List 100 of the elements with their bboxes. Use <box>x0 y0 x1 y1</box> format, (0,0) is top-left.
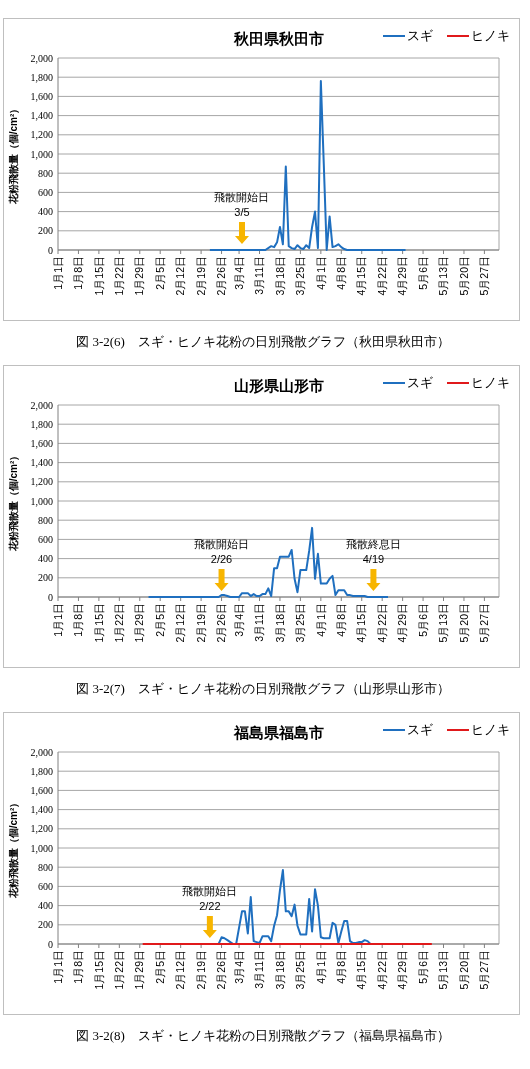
x-tick-label: 1月1日 <box>51 603 64 637</box>
y-tick-label: 1,400 <box>30 110 53 122</box>
y-tick-label: 1,400 <box>30 804 53 816</box>
y-tick-label: 1,600 <box>30 437 53 449</box>
y-tick-label: 200 <box>38 225 53 237</box>
legend-label: ヒノキ <box>471 29 510 44</box>
y-tick-label: 800 <box>38 861 53 873</box>
x-tick-label: 4月8日 <box>334 256 347 290</box>
x-tick-label: 2月26日 <box>215 603 228 643</box>
y-tick-label: 1,400 <box>30 457 53 469</box>
x-tick-label: 4月1日 <box>314 950 327 984</box>
x-tick-label: 4月15日 <box>355 603 368 643</box>
x-tick-label: 5月27日 <box>478 256 491 296</box>
x-tick-label: 4月29日 <box>396 603 409 643</box>
x-tick-label: 4月22日 <box>375 950 388 990</box>
x-tick-label: 5月20日 <box>457 603 470 643</box>
y-tick-label: 2,000 <box>30 746 53 758</box>
x-tick-label: 5月20日 <box>457 256 470 296</box>
x-tick-label: 5月13日 <box>437 603 450 643</box>
caption: 図 3-2(7) スギ・ヒノキ花粉の日別飛散グラフ（山形県山形市） <box>76 681 450 696</box>
x-tick-label: 1月22日 <box>113 950 126 990</box>
x-tick-label: 1月15日 <box>92 950 105 990</box>
y-tick-label: 1,800 <box>30 71 53 83</box>
y-tick-label: 600 <box>38 186 53 198</box>
x-tick-label: 2月19日 <box>194 950 207 990</box>
x-tick-label: 1月29日 <box>133 256 146 296</box>
y-tick-label: 800 <box>38 167 53 179</box>
y-tick-label: 800 <box>38 514 53 526</box>
y-tick-label: 1,000 <box>30 495 53 507</box>
x-tick-label: 3月4日 <box>232 256 245 290</box>
x-tick-label: 1月15日 <box>92 603 105 643</box>
x-tick-label: 4月29日 <box>396 256 409 296</box>
x-tick-label: 3月25日 <box>294 950 307 990</box>
x-tick-label: 1月8日 <box>72 256 85 290</box>
x-tick-label: 1月15日 <box>92 256 105 296</box>
x-tick-label: 5月27日 <box>478 950 491 990</box>
x-tick-label: 5月6日 <box>416 256 429 290</box>
x-tick-label: 1月1日 <box>51 256 64 290</box>
x-tick-label: 1月1日 <box>51 950 64 984</box>
x-tick-label: 1月22日 <box>113 256 126 296</box>
x-tick-label: 5月13日 <box>437 950 450 990</box>
x-tick-label: 3月18日 <box>273 256 286 296</box>
annotation: 飛散終息日 4/19 <box>345 538 401 565</box>
y-axis-title: 花粉飛散量（個/cm²） <box>8 450 19 553</box>
legend-label: ヒノキ <box>471 723 510 738</box>
y-axis-title: 花粉飛散量（個/cm²） <box>8 103 19 206</box>
y-tick-label: 1,600 <box>30 784 53 796</box>
legend-label: ヒノキ <box>471 376 510 391</box>
annotation: 飛散開始日 3/5 <box>214 191 270 218</box>
y-tick-label: 1,800 <box>30 418 53 430</box>
y-tick-label: 0 <box>48 591 53 603</box>
y-tick-label: 1,600 <box>30 90 53 102</box>
y-tick-label: 1,200 <box>30 129 53 141</box>
x-tick-label: 2月19日 <box>194 603 207 643</box>
y-tick-label: 400 <box>38 553 53 565</box>
caption: 図 3-2(6) スギ・ヒノキ花粉の日別飛散グラフ（秋田県秋田市） <box>76 334 450 349</box>
y-axis-title: 花粉飛散量（個/cm²） <box>8 797 19 900</box>
x-tick-label: 2月5日 <box>153 950 166 984</box>
y-tick-label: 1,200 <box>30 476 53 488</box>
x-tick-label: 4月15日 <box>355 256 368 296</box>
x-tick-label: 1月22日 <box>113 603 126 643</box>
x-tick-label: 1月8日 <box>72 603 85 637</box>
y-tick-label: 600 <box>38 880 53 892</box>
x-tick-label: 3月11日 <box>253 256 266 295</box>
y-tick-label: 400 <box>38 206 53 218</box>
x-tick-label: 3月18日 <box>273 603 286 643</box>
x-tick-label: 4月1日 <box>314 256 327 290</box>
x-tick-label: 1月8日 <box>72 950 85 984</box>
chart-title: 秋田県秋田市 <box>232 30 324 47</box>
chart-title: 山形県山形市 <box>233 377 324 394</box>
y-tick-label: 0 <box>48 938 53 950</box>
y-tick-label: 1,200 <box>30 823 53 835</box>
x-tick-label: 2月26日 <box>215 256 228 296</box>
y-tick-label: 200 <box>38 919 53 931</box>
x-tick-label: 1月29日 <box>133 603 146 643</box>
x-tick-label: 3月11日 <box>253 950 266 989</box>
y-tick-label: 200 <box>38 572 53 584</box>
legend-label: スギ <box>407 29 433 44</box>
x-tick-label: 4月22日 <box>375 256 388 296</box>
y-tick-label: 2,000 <box>30 399 53 411</box>
x-tick-label: 4月8日 <box>334 950 347 984</box>
caption: 図 3-2(8) スギ・ヒノキ花粉の日別飛散グラフ（福島県福島市） <box>76 1028 450 1043</box>
x-tick-label: 2月12日 <box>174 603 187 643</box>
y-tick-label: 2,000 <box>30 52 53 64</box>
x-tick-label: 2月12日 <box>174 950 187 990</box>
legend-label: スギ <box>407 723 433 738</box>
y-tick-label: 400 <box>38 900 53 912</box>
x-tick-label: 2月26日 <box>215 950 228 990</box>
x-tick-label: 4月8日 <box>334 603 347 637</box>
x-tick-label: 3月4日 <box>232 603 245 637</box>
x-tick-label: 5月6日 <box>416 950 429 984</box>
y-tick-label: 0 <box>48 244 53 256</box>
x-tick-label: 2月12日 <box>174 256 187 296</box>
y-tick-label: 1,800 <box>30 765 53 777</box>
x-tick-label: 3月11日 <box>253 603 266 642</box>
x-tick-label: 2月5日 <box>153 256 166 290</box>
y-tick-label: 1,000 <box>30 842 53 854</box>
x-tick-label: 1月29日 <box>133 950 146 990</box>
x-tick-label: 2月19日 <box>194 256 207 296</box>
x-tick-label: 2月5日 <box>153 603 166 637</box>
